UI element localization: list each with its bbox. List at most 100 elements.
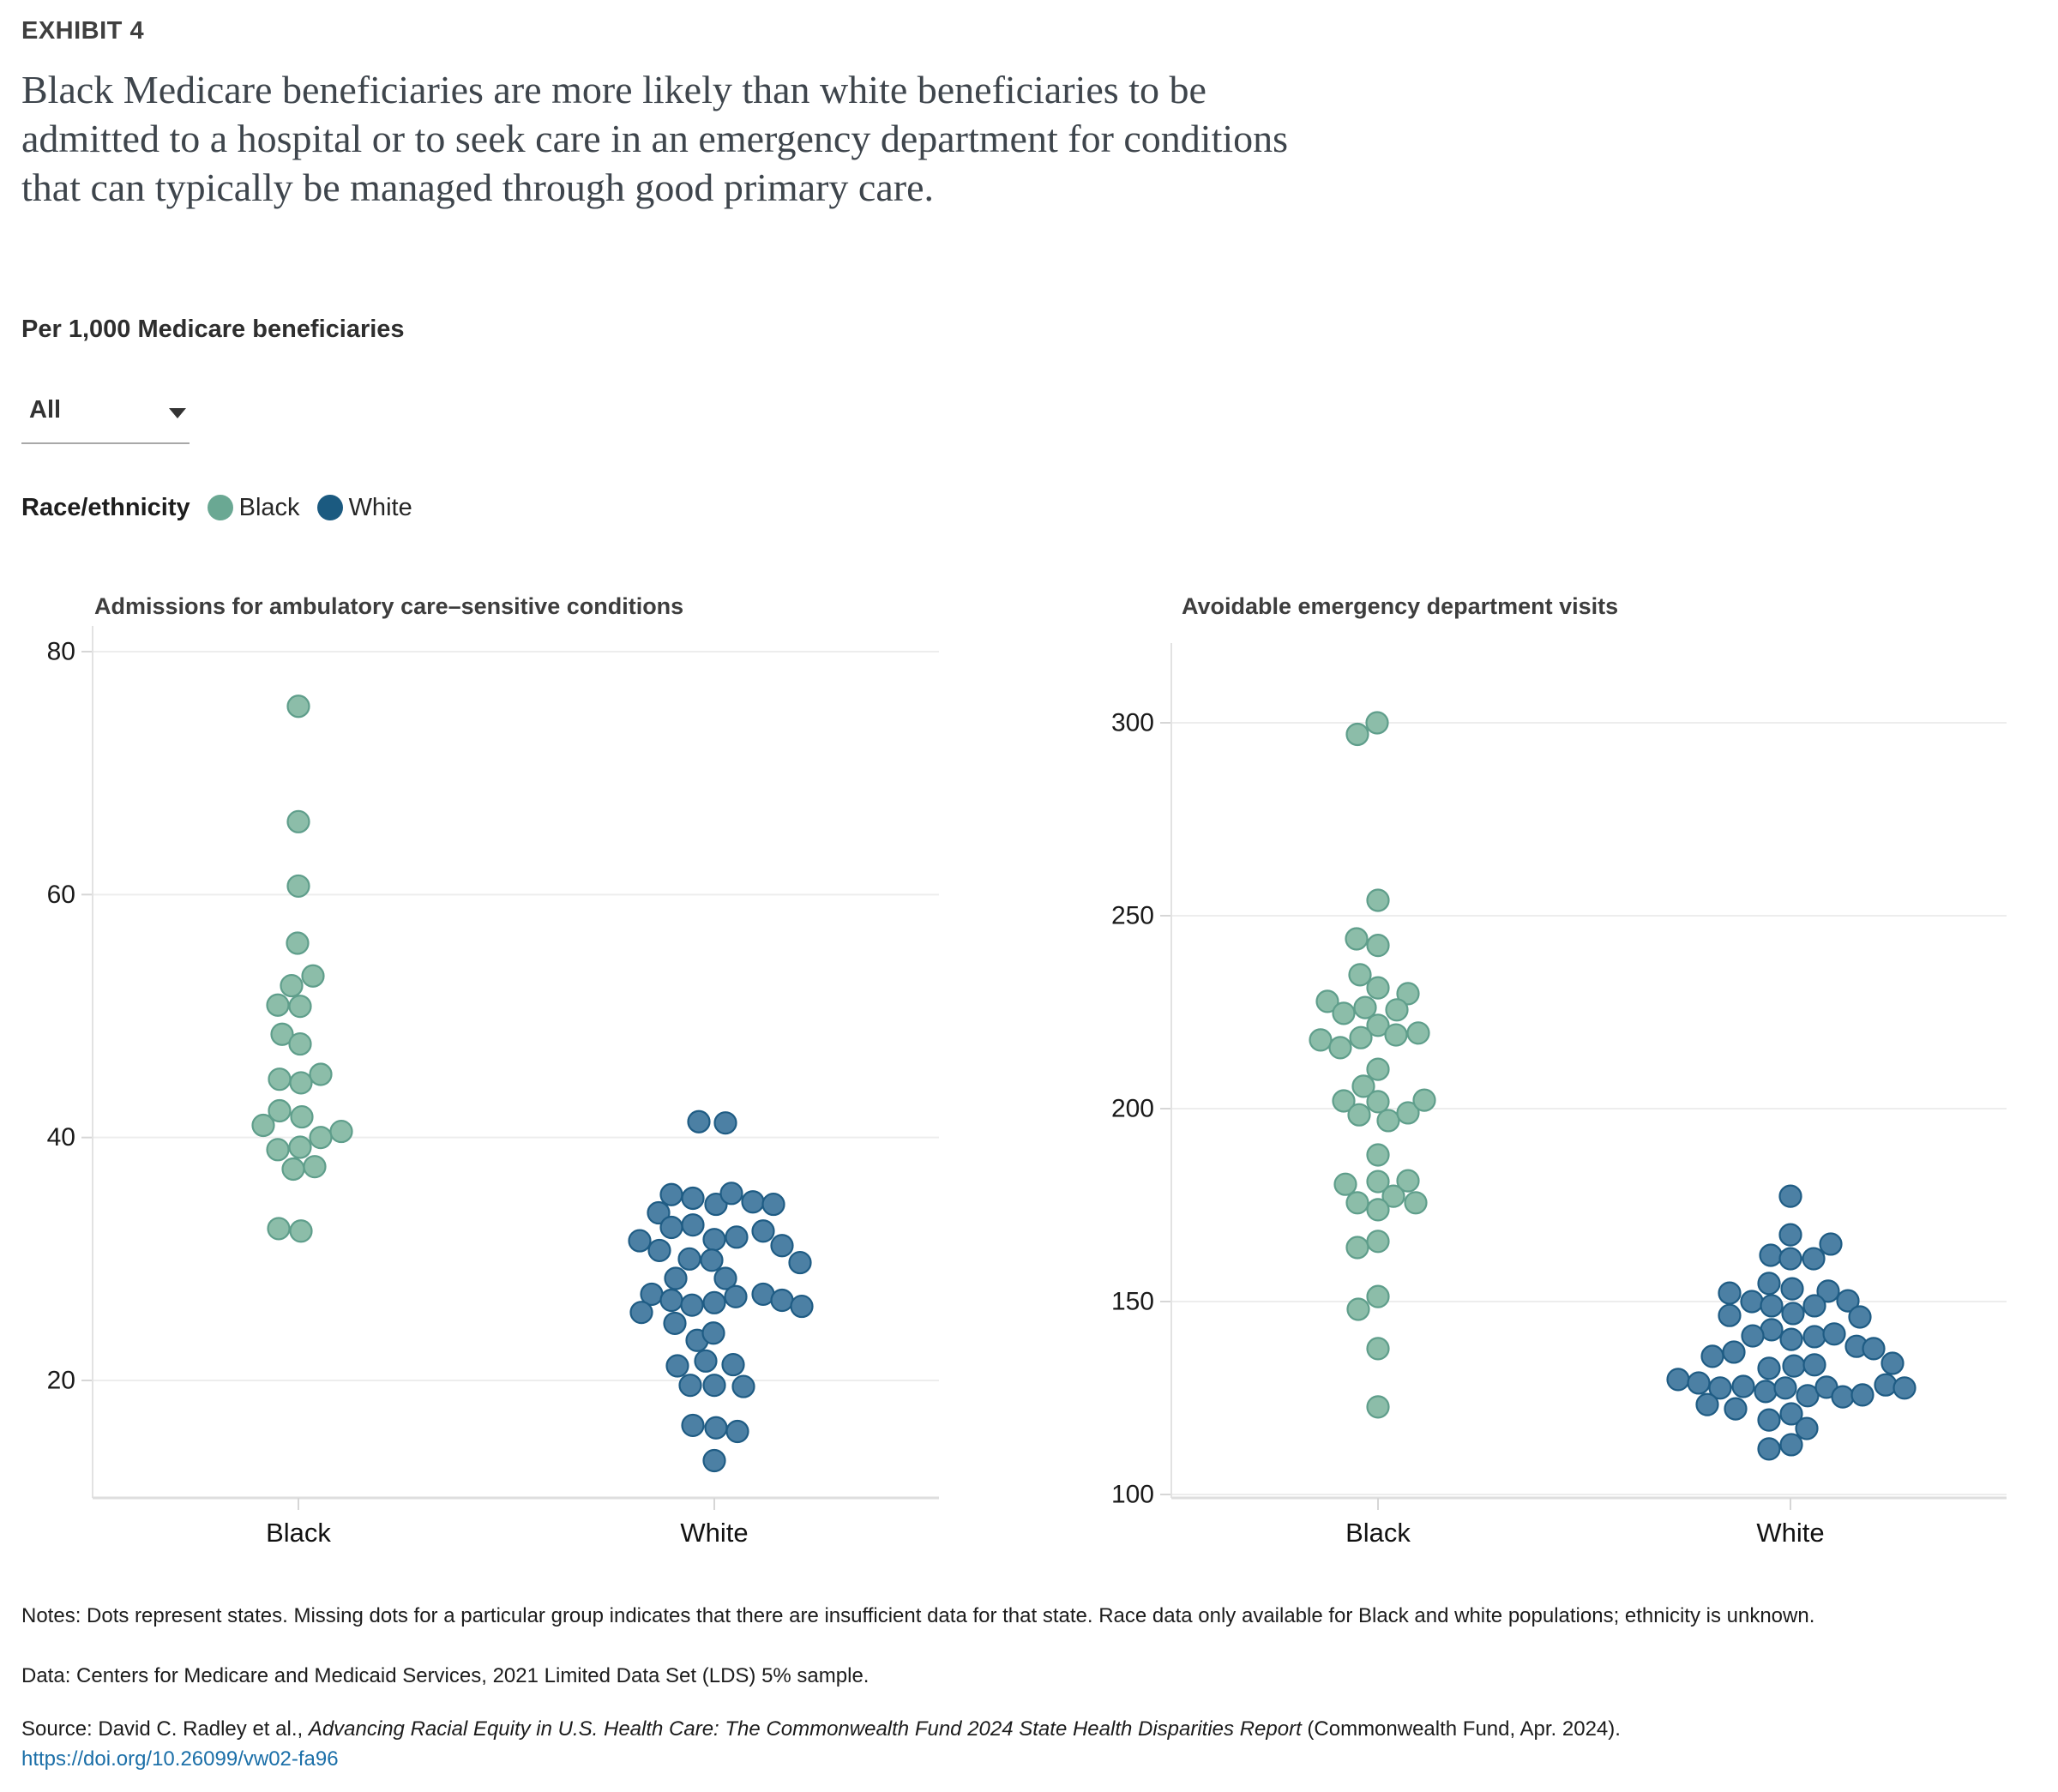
data-point-dot [1366, 1143, 1390, 1167]
white-legend-swatch-icon [316, 495, 343, 520]
data-point-dot [1778, 1223, 1802, 1247]
source-text: Source: David C. Radley et al., Advancin… [21, 1715, 2045, 1743]
data-point-dot [268, 1067, 292, 1091]
data-point-dot [290, 1104, 314, 1129]
data-point-dot [1874, 1373, 1898, 1397]
data-point-dot [1328, 1036, 1352, 1060]
data-point-dot [280, 973, 304, 998]
data-point-dot [1796, 1384, 1820, 1408]
data-point-dot [761, 1192, 785, 1217]
data-point-dot [1332, 1001, 1356, 1025]
data-point-dot [1385, 998, 1409, 1022]
data-point-dot [266, 1138, 290, 1162]
data-point-dot [1779, 1402, 1803, 1426]
x-category-label: White [680, 1518, 748, 1548]
doi-link[interactable]: https://doi.org/10.26099/vw02-fa96 [21, 1747, 339, 1771]
measure-dropdown[interactable]: All [21, 388, 190, 444]
data-point-dot [1795, 1416, 1819, 1440]
data-point-dot [1722, 1340, 1746, 1364]
data-point-dot [678, 1374, 702, 1398]
data-point-dot [725, 1419, 749, 1444]
data-point-dot [1760, 1294, 1784, 1318]
black-legend-swatch-icon [207, 495, 233, 520]
data-point-dot [1759, 1243, 1783, 1267]
data-point-dot [309, 1062, 333, 1086]
data-point-dot [1315, 989, 1339, 1013]
data-point-dot [659, 1215, 683, 1240]
data-point-dot [751, 1219, 775, 1243]
data-point-dot [286, 874, 310, 899]
y-tick-label: 250 [1111, 902, 1154, 930]
data-point-dot [694, 1349, 718, 1373]
data-point-dot [1831, 1385, 1855, 1409]
data-point-dot [1366, 1284, 1390, 1308]
legend-item-white: White [316, 494, 412, 522]
data-point-dot [268, 1098, 292, 1123]
data-point-dot [1757, 1408, 1781, 1432]
data-point-dot [647, 1200, 671, 1225]
data-point-dot [1778, 1247, 1802, 1271]
data-point-dot [281, 1157, 305, 1182]
data-point-dot [1822, 1322, 1846, 1346]
data-point-dot [1740, 1290, 1764, 1314]
x-category-label: Black [266, 1518, 331, 1548]
chart-units-subtitle: Per 1,000 Medicare beneficiaries [21, 316, 405, 343]
data-point-dot [1802, 1325, 1826, 1349]
legend-label: Race/ethnicity [21, 493, 190, 521]
page-title-line-1: Black Medicare beneficiaries are more li… [21, 68, 1207, 111]
data-point-dot [1779, 1433, 1803, 1457]
y-tick-label: 60 [47, 881, 75, 909]
data-point-dot [1396, 1169, 1420, 1193]
data-point-dot [663, 1311, 687, 1336]
data-point-dot [1348, 963, 1372, 987]
data-point-dot [1757, 1437, 1781, 1461]
data-point-dot [289, 1219, 313, 1243]
data-point-dot [1345, 1191, 1369, 1215]
data-point-dot [1836, 1289, 1860, 1313]
data-point-dot [724, 1284, 748, 1308]
data-point-dot [1333, 1172, 1357, 1196]
data-point-dot [1366, 888, 1390, 912]
data-point-dot [1802, 1294, 1826, 1318]
data-point-dot [288, 1031, 312, 1056]
y-tick-label: 300 [1111, 709, 1154, 737]
data-point-dot [719, 1182, 743, 1206]
left-chart: 80 60 40 20 Admissions for ambulatory care–s… [47, 593, 939, 1548]
y-tick-label: 40 [47, 1123, 75, 1152]
y-tick-label: 150 [1111, 1288, 1154, 1316]
data-point-dot [1708, 1376, 1732, 1400]
data-point-dot [659, 1182, 683, 1206]
source-report-title: Advancing Racial Equity in U.S. Health C… [308, 1717, 1302, 1741]
data-point-dot [629, 1301, 653, 1325]
data-point-dot [1724, 1397, 1748, 1421]
data-point-dot [1346, 1297, 1370, 1321]
chart-title: Avoidable emergency department visits [1182, 593, 1618, 619]
data-point-dot [770, 1234, 794, 1258]
data-point-dot [1309, 1028, 1333, 1052]
data-point-dot [1781, 1302, 1805, 1326]
data-point-dot [770, 1288, 794, 1313]
source-suffix: (Commonwealth Fund, Apr. 2024). [1301, 1717, 1621, 1741]
doi-link-container: https://doi.org/10.26099/vw02-fa96 [21, 1747, 339, 1771]
data-point-dot [1366, 1198, 1390, 1222]
data-point-dot [702, 1228, 726, 1252]
chevron-down-icon [169, 408, 186, 418]
data-point-dot [309, 1126, 333, 1150]
data-point-dot [267, 1217, 291, 1241]
y-tick-label: 100 [1111, 1481, 1154, 1509]
data-point-dot [1802, 1353, 1826, 1377]
data-point-dot [725, 1225, 749, 1249]
data-point-dot [1666, 1368, 1690, 1392]
data-point-dot [1773, 1376, 1797, 1400]
data-point-dot [664, 1266, 688, 1290]
data-point-dot [1782, 1354, 1806, 1378]
page-title-line-2: admitted to a hospital or to seek care i… [21, 117, 1289, 160]
data-point-dot [702, 1448, 726, 1473]
data-point-dot [1754, 1380, 1778, 1404]
data-point-dot [659, 1288, 683, 1313]
data-point-dot [286, 931, 310, 955]
data-point-dot [1862, 1337, 1886, 1361]
source-prefix: Source: David C. Radley et al., [21, 1717, 309, 1741]
data-point-dot [1332, 1089, 1356, 1113]
y-tick-label: 20 [47, 1367, 75, 1395]
